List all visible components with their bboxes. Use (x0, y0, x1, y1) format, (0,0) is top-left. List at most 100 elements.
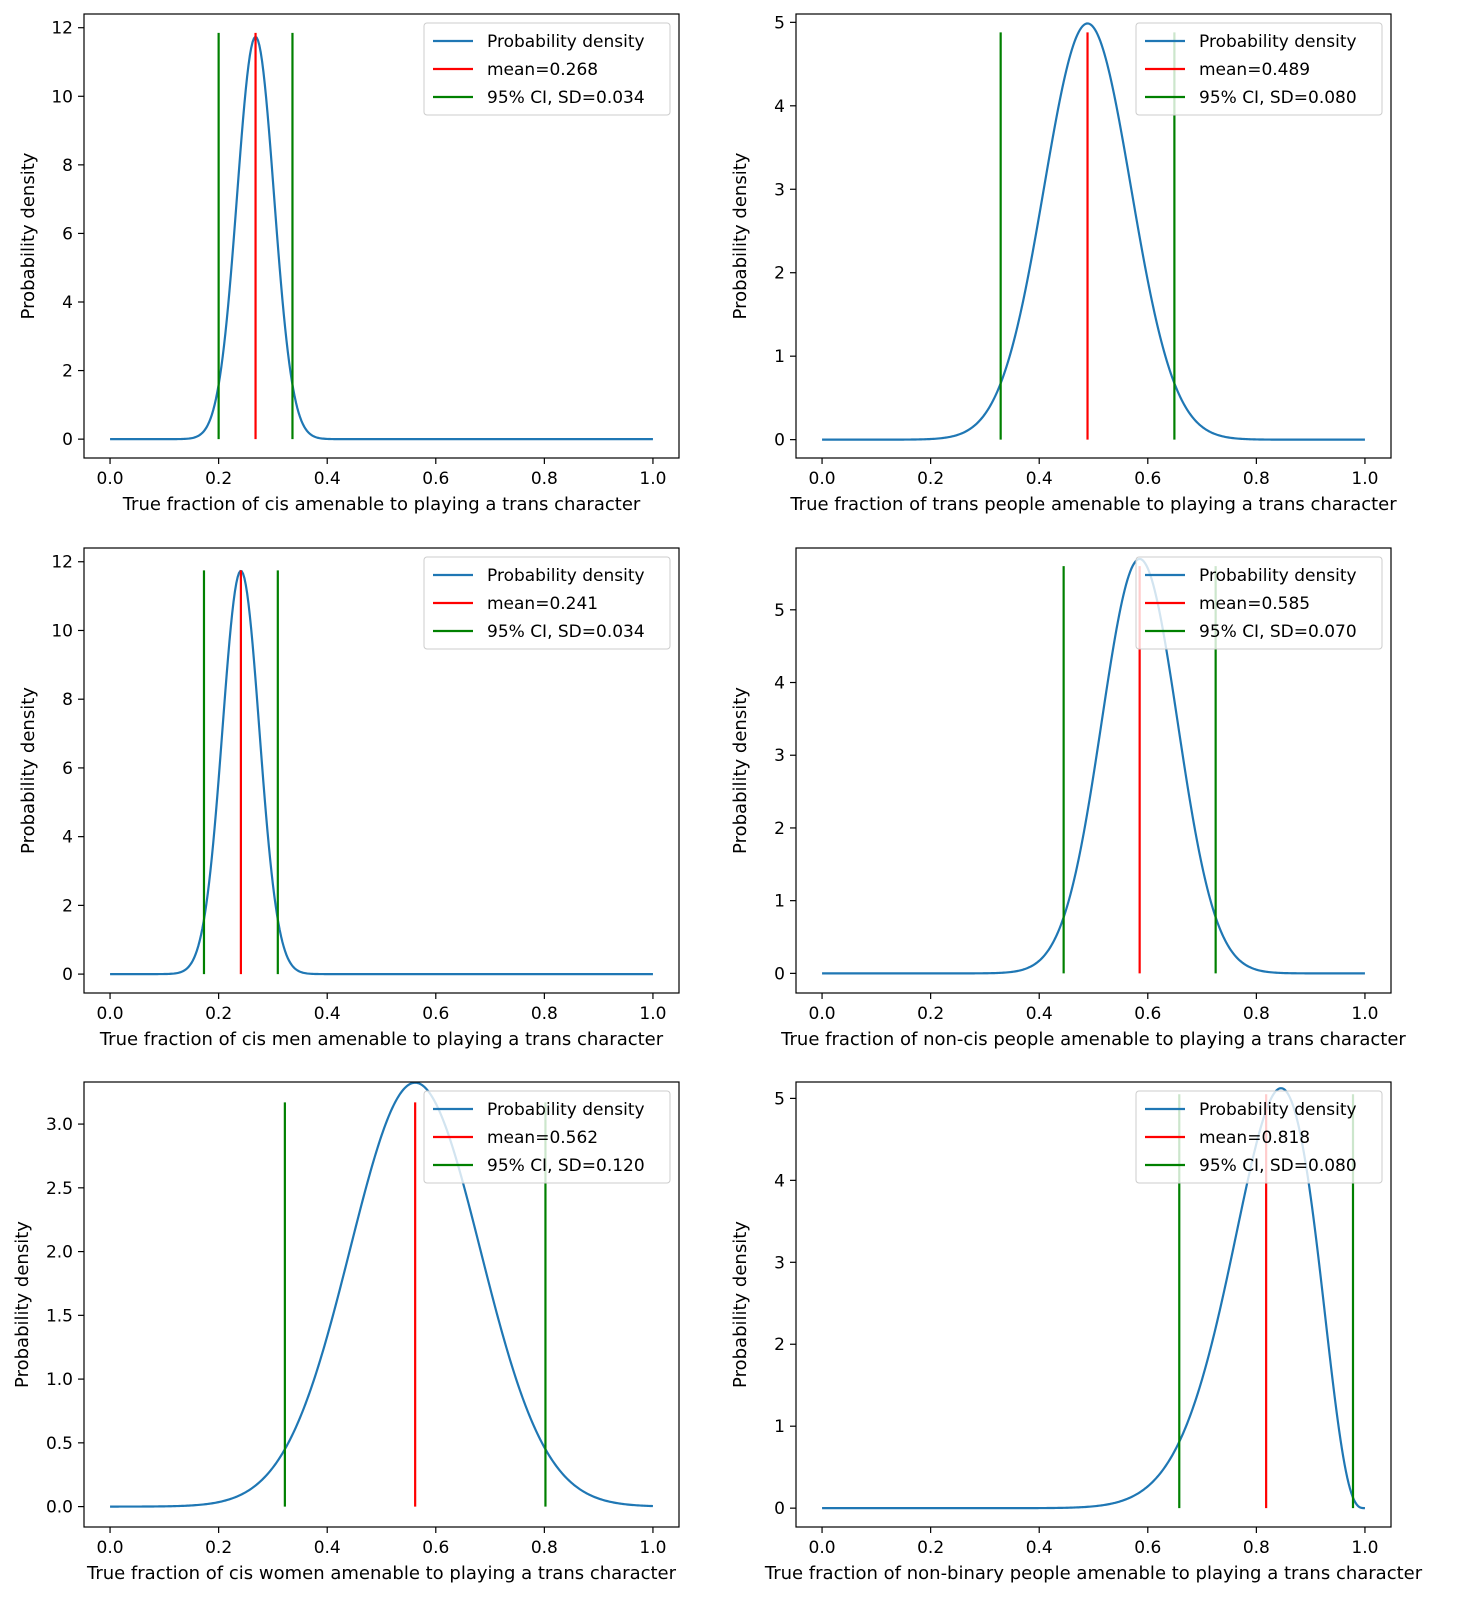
y-tick-label: 1.5 (46, 1306, 73, 1326)
y-ticks: 0 1 2 3 4 5 (774, 601, 796, 984)
legend-entry: mean=0.489 (1199, 60, 1310, 80)
y-tick-label: 4 (774, 1171, 785, 1191)
legend-entry: 95% CI, SD=0.080 (1199, 1156, 1357, 1176)
axes-frame (83, 13, 680, 459)
x-ticks: 0.0 0.2 0.4 0.6 0.8 1.0 (809, 458, 1378, 489)
y-tick-label: 0 (774, 964, 785, 984)
x-tick-label: 0.8 (531, 1538, 558, 1558)
y-tick-label: 3 (774, 180, 785, 200)
density-curve (110, 569, 653, 976)
legend-box (1135, 1090, 1383, 1184)
x-tick-label: 0.0 (809, 469, 836, 489)
x-tick-label: 0.6 (1134, 1538, 1161, 1558)
x-tick-label: 0.6 (422, 469, 449, 489)
x-tick-label: 0.2 (205, 1004, 232, 1024)
y-tick-label: 1.0 (46, 1370, 73, 1390)
chart-panel-1: 0.0 0.2 0.4 0.6 0.8 1.0 0 2 4 6 8 10 12 True fraction… (18, 13, 680, 515)
legend-entry: 95% CI, SD=0.034 (487, 88, 645, 108)
x-tick-label: 0.8 (531, 1004, 558, 1024)
x-tick-label: 0.2 (917, 1004, 944, 1024)
y-tick-label: 1 (774, 892, 785, 912)
y-axis-label: Probability density (18, 152, 39, 319)
y-axis-label: Probability density (730, 1221, 751, 1388)
x-tick-label: 0.6 (1134, 1004, 1161, 1024)
plot-area (110, 32, 653, 441)
y-tick-label: 8 (62, 690, 73, 710)
x-tick-label: 0.0 (97, 1004, 124, 1024)
legend-entry: 95% CI, SD=0.080 (1199, 88, 1357, 108)
chart-panel-5: 0.0 0.2 0.4 0.6 0.8 1.0 0.0 0.5 1.0 1.5 2.0 2.5 3.0 T… (12, 1081, 680, 1584)
legend: Probability density mean=0.241 95% CI, SD=… (423, 556, 671, 650)
y-tick-label: 4 (774, 674, 785, 694)
plot-area (110, 569, 653, 976)
y-tick-label: 0 (774, 1499, 785, 1519)
legend-entry: mean=0.818 (1199, 1128, 1310, 1148)
y-tick-label: 5 (774, 601, 785, 621)
y-tick-label: 4 (62, 293, 73, 313)
y-tick-label: 6 (62, 224, 73, 244)
legend-entry: Probability density (1199, 32, 1357, 52)
legend: Probability density mean=0.818 95% CI, SD=… (1135, 1090, 1383, 1184)
axes-frame (83, 1081, 680, 1528)
chart-panel-6: 0.0 0.2 0.4 0.6 0.8 1.0 0 1 2 3 4 5 True fraction of… (730, 1081, 1423, 1584)
legend-entry: Probability density (487, 566, 645, 586)
x-tick-label: 1.0 (1351, 1004, 1378, 1024)
x-axis-label: True fraction of non-cis people amenable… (780, 1029, 1406, 1050)
y-tick-label: 2.0 (46, 1243, 73, 1263)
legend-entry: Probability density (487, 1100, 645, 1120)
x-ticks: 0.0 0.2 0.4 0.6 0.8 1.0 (97, 458, 666, 489)
y-tick-label: 3 (774, 746, 785, 766)
legend-entry: mean=0.585 (1199, 594, 1310, 614)
legend-entry: Probability density (1199, 566, 1357, 586)
x-axis-label: True fraction of cis men amenable to pla… (99, 1029, 664, 1050)
y-tick-label: 0.0 (46, 1498, 73, 1518)
x-tick-label: 0.2 (205, 1538, 232, 1558)
density-curve (822, 557, 1365, 975)
legend-entry: mean=0.241 (487, 594, 598, 614)
x-tick-label: 0.8 (1243, 469, 1270, 489)
legend-box (423, 556, 671, 650)
x-tick-label: 0.0 (97, 469, 124, 489)
y-ticks: 0.0 0.5 1.0 1.5 2.0 2.5 3.0 (46, 1115, 84, 1518)
x-tick-label: 1.0 (1351, 1538, 1378, 1558)
legend: Probability density mean=0.268 95% CI, SD=… (423, 22, 671, 116)
y-tick-label: 0 (774, 431, 785, 451)
x-tick-label: 0.4 (314, 1538, 341, 1558)
x-tick-label: 0.8 (531, 469, 558, 489)
x-tick-label: 1.0 (1351, 469, 1378, 489)
legend-entry: 95% CI, SD=0.034 (487, 622, 645, 642)
y-tick-label: 4 (774, 97, 785, 117)
x-ticks: 0.0 0.2 0.4 0.6 0.8 1.0 (97, 993, 666, 1024)
y-tick-label: 0 (62, 430, 73, 450)
axes-frame (795, 13, 1392, 459)
x-tick-label: 0.2 (917, 1538, 944, 1558)
y-tick-label: 2 (774, 1335, 785, 1355)
x-axis-label: True fraction of cis women amenable to p… (86, 1563, 677, 1584)
axes-frame (795, 1081, 1392, 1528)
x-tick-label: 0.0 (809, 1538, 836, 1558)
x-tick-label: 0.4 (314, 469, 341, 489)
chart-panel-2: 0.0 0.2 0.4 0.6 0.8 1.0 0 1 2 3 4 5 True fraction of… (730, 13, 1397, 515)
legend: Probability density mean=0.585 95% CI, SD=… (1135, 556, 1383, 650)
axes-frame (83, 547, 680, 994)
density-curve (822, 22, 1365, 441)
x-tick-label: 0.6 (422, 1538, 449, 1558)
y-tick-label: 2 (774, 264, 785, 284)
y-tick-label: 12 (51, 19, 73, 39)
y-tick-label: 5 (774, 13, 785, 33)
legend-entry: 95% CI, SD=0.120 (487, 1156, 645, 1176)
x-tick-label: 1.0 (639, 1538, 666, 1558)
x-axis-label: True fraction of trans people amenable t… (789, 494, 1397, 515)
x-axis-label: True fraction of non-binary people amena… (764, 1563, 1423, 1584)
x-tick-label: 0.2 (917, 469, 944, 489)
legend-entry: 95% CI, SD=0.070 (1199, 622, 1357, 642)
y-tick-label: 3.0 (46, 1115, 73, 1135)
y-tick-label: 6 (62, 759, 73, 779)
x-tick-label: 0.4 (314, 1004, 341, 1024)
x-tick-label: 0.0 (97, 1538, 124, 1558)
y-tick-label: 3 (774, 1253, 785, 1273)
axes-frame (795, 547, 1392, 994)
y-tick-label: 12 (51, 553, 73, 573)
density-curve (110, 1082, 653, 1508)
